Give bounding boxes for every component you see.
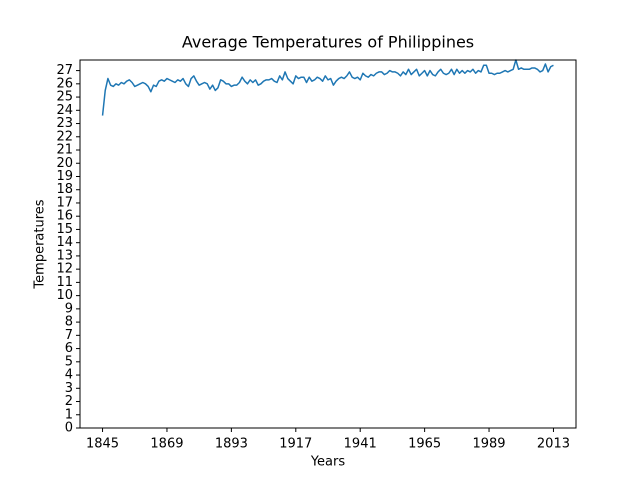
y-axis-label: Temperatures (33, 199, 48, 289)
plot-frame (79, 59, 577, 429)
y-tick-label: 26 (56, 76, 73, 91)
y-tick-label: 19 (56, 169, 73, 184)
y-tick-label: 8 (65, 315, 73, 330)
y-tick-label: 3 (65, 381, 73, 396)
x-tick-label: 2013 (537, 437, 570, 452)
y-tick-label: 14 (56, 235, 73, 250)
x-tick-label: 1941 (344, 437, 377, 452)
x-tick-label: 1989 (472, 437, 505, 452)
y-tick-label: 4 (65, 368, 73, 383)
x-axis-label: Years (310, 455, 346, 470)
y-tick-label: 21 (56, 143, 73, 158)
y-tick-label: 20 (56, 156, 73, 171)
x-tick-label: 1917 (279, 437, 312, 452)
y-tick-label: 2 (65, 394, 73, 409)
y-tick-label: 7 (65, 328, 73, 343)
y-tick-label: 27 (56, 63, 73, 78)
y-tick-label: 25 (56, 90, 73, 105)
y-tick-label: 1 (65, 407, 73, 422)
line (101, 59, 554, 116)
y-tick-label: 18 (56, 182, 73, 197)
y-tick-label: 16 (56, 209, 73, 224)
y-tick-label: 6 (65, 341, 73, 356)
y-tick-label: 22 (56, 129, 73, 144)
y-tick-label: 9 (65, 301, 73, 316)
y-tick-label: 17 (56, 195, 73, 210)
y-tick-label: 24 (56, 103, 73, 118)
y-tick-label: 15 (56, 222, 73, 237)
y-tick-label: 0 (65, 421, 73, 436)
y-tick-label: 12 (56, 262, 73, 277)
x-tick-label: 1845 (86, 437, 119, 452)
x-tick-label: 1965 (408, 437, 441, 452)
y-tick-label: 23 (56, 116, 73, 131)
y-tick-label: 5 (65, 354, 73, 369)
chart-title: Average Temperatures of Philippines (182, 33, 474, 52)
x-tick-label: 1869 (150, 437, 183, 452)
x-tick-label: 1893 (215, 437, 248, 452)
y-tick-label: 11 (56, 275, 73, 290)
y-tick-label: 13 (56, 248, 73, 263)
y-tick-label: 10 (56, 288, 73, 303)
